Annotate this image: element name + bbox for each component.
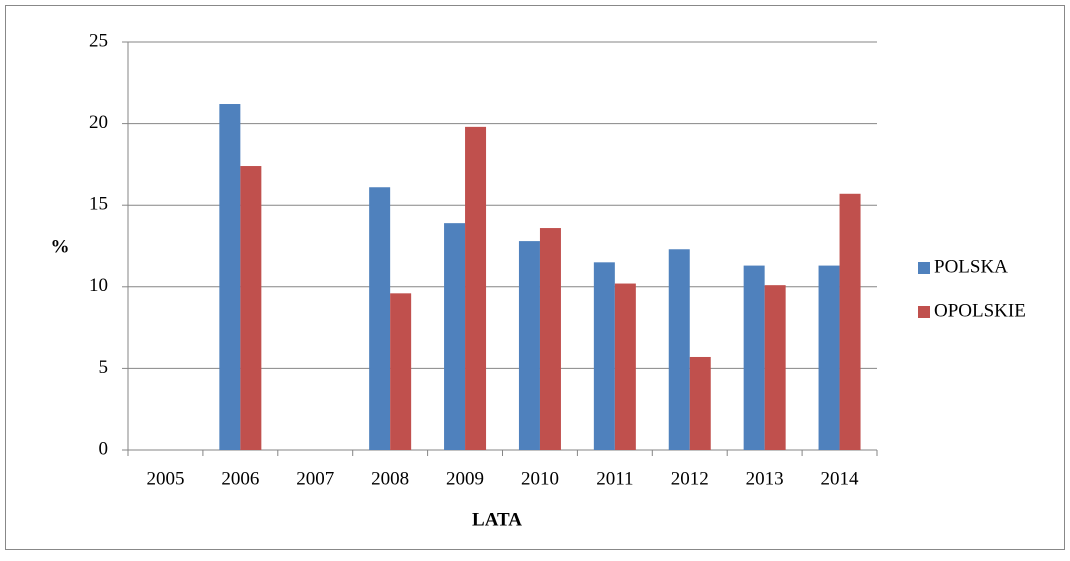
legend-swatch — [918, 262, 930, 274]
bar — [390, 293, 412, 450]
x-tick-label: 2011 — [596, 468, 633, 489]
bar — [539, 228, 561, 450]
x-tick-label: 2006 — [221, 468, 259, 489]
x-tick-label: 2013 — [746, 468, 784, 489]
bar — [818, 265, 840, 450]
bar — [689, 356, 711, 450]
x-tick-label: 2012 — [671, 468, 709, 489]
x-tick-label: 2014 — [821, 468, 860, 489]
legend-swatch — [918, 306, 930, 318]
y-tick-label: 25 — [89, 30, 108, 51]
bar — [219, 104, 241, 451]
y-axis-label: % — [51, 236, 70, 257]
bar — [369, 187, 391, 451]
bar — [764, 285, 786, 450]
x-tick-label: 2009 — [446, 468, 484, 489]
bar — [743, 265, 765, 450]
bar — [518, 241, 540, 450]
bar — [614, 283, 636, 450]
bar — [668, 249, 690, 450]
bar — [839, 193, 861, 450]
y-tick-label: 5 — [99, 357, 109, 378]
x-tick-label: 2005 — [146, 468, 184, 489]
y-tick-label: 10 — [89, 275, 108, 296]
x-axis-label: LATA — [472, 509, 522, 530]
bar — [444, 223, 466, 450]
bar — [240, 166, 262, 451]
x-tick-label: 2007 — [296, 468, 334, 489]
x-tick-label: 2010 — [521, 468, 559, 489]
y-tick-label: 20 — [89, 112, 108, 133]
bar — [593, 262, 615, 450]
bar — [465, 126, 487, 450]
legend-label: POLSKA — [934, 256, 1008, 277]
x-tick-label: 2008 — [371, 468, 409, 489]
legend-label: OPOLSKIE — [934, 300, 1026, 321]
y-tick-label: 15 — [89, 194, 108, 215]
y-tick-label: 0 — [99, 438, 109, 459]
